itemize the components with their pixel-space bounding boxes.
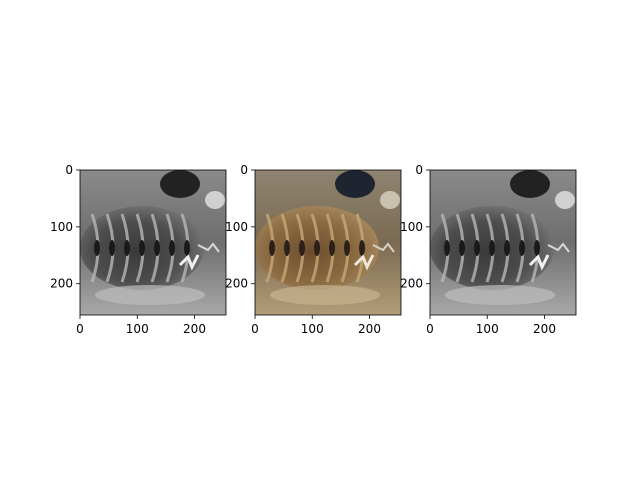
x-tick-label: 200: [358, 322, 381, 336]
girdle-highlight: [95, 285, 205, 305]
x-tick-label: 100: [126, 322, 149, 336]
panel-image: [430, 170, 576, 315]
y-tick-label: 0: [65, 163, 73, 177]
plate-shadow: [184, 240, 190, 256]
plate-shadow: [519, 240, 525, 256]
y-tick-label: 100: [400, 220, 423, 234]
dark-spot: [160, 170, 200, 198]
light-spot: [205, 191, 225, 209]
light-spot: [555, 191, 575, 209]
plate-shadow: [154, 240, 160, 256]
white-mark: [353, 254, 375, 271]
plate-shadow: [314, 240, 320, 256]
plate-shadow: [459, 240, 465, 256]
plate-shadow: [359, 240, 365, 256]
axes-frame: [429, 169, 577, 316]
x-tick-label: 200: [183, 322, 206, 336]
plate-shadow: [344, 240, 350, 256]
x-tick-label: 0: [251, 322, 259, 336]
y-tick-label: 200: [50, 277, 73, 291]
plate-shadow: [139, 240, 145, 256]
plate-shadow: [299, 240, 305, 256]
panel-color-center: 0 100 200 0 100 200: [225, 163, 402, 336]
y-tick-label: 100: [225, 220, 248, 234]
white-mark: [528, 254, 550, 271]
x-tick-label: 200: [533, 322, 556, 336]
plate-shadow: [94, 240, 100, 256]
x-tick-label: 100: [476, 322, 499, 336]
plate-shadow: [269, 240, 275, 256]
panel-grayscale-left: 0 100 200 0 100 200: [50, 163, 227, 336]
y-tick-label: 200: [400, 277, 423, 291]
plate-shadow: [329, 240, 335, 256]
plate-shadow: [109, 240, 115, 256]
panel-image: [255, 170, 401, 315]
white-mark: [178, 254, 200, 271]
debris-mark: [372, 242, 395, 253]
panel-grayscale-right: 0 100 200 0 100 200: [400, 163, 577, 336]
axes-frame: [79, 169, 227, 316]
debris-mark: [547, 242, 570, 253]
y-tick-label: 200: [225, 277, 248, 291]
y-tick-label: 100: [50, 220, 73, 234]
x-tick-label: 100: [301, 322, 324, 336]
plate-shadow: [124, 240, 130, 256]
dark-spot: [335, 170, 375, 198]
panel-image: [80, 170, 226, 315]
plate-shadow: [474, 240, 480, 256]
plate-shadow: [489, 240, 495, 256]
y-tick-label: 0: [415, 163, 423, 177]
girdle-highlight: [445, 285, 555, 305]
y-tick-label: 0: [240, 163, 248, 177]
x-tick-label: 0: [76, 322, 84, 336]
axes-frame: [254, 169, 402, 316]
plate-shadow: [444, 240, 450, 256]
dark-spot: [510, 170, 550, 198]
plate-shadow: [284, 240, 290, 256]
plate-shadow: [504, 240, 510, 256]
x-tick-label: 0: [426, 322, 434, 336]
girdle-highlight: [270, 285, 380, 305]
light-spot: [380, 191, 400, 209]
debris-mark: [197, 242, 220, 253]
plate-shadow: [169, 240, 175, 256]
plate-shadow: [534, 240, 540, 256]
